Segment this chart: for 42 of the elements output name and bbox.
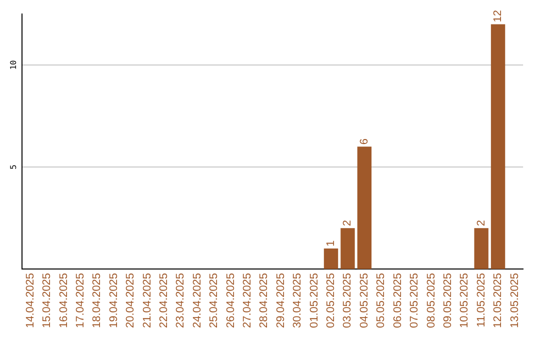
data-label: 6 xyxy=(358,138,370,145)
x-tick-label: 15.04.2025 xyxy=(41,272,54,328)
x-tick-label: 03.05.2025 xyxy=(342,272,354,328)
x-tick-label: 07.05.2025 xyxy=(408,272,421,328)
x-tick-label: 29.04.2025 xyxy=(274,272,287,328)
x-tick-label: 10.05.2025 xyxy=(458,272,471,328)
x-tick-label: 27.04.2025 xyxy=(242,272,254,328)
x-tick-label: 14.04.2025 xyxy=(24,272,36,328)
bar xyxy=(340,228,355,269)
data-label: 2 xyxy=(342,220,354,226)
data-label: 12 xyxy=(492,10,504,22)
x-tick-label: 11.05.2025 xyxy=(475,272,488,328)
x-tick-label: 22.04.2025 xyxy=(158,272,170,328)
x-tick-label: 01.05.2025 xyxy=(308,272,320,328)
bar xyxy=(324,248,338,269)
x-tick-label: 30.04.2025 xyxy=(292,272,304,328)
bar xyxy=(474,228,488,269)
x-tick-label: 20.04.2025 xyxy=(124,272,137,328)
x-tick-label: 23.04.2025 xyxy=(174,272,187,328)
x-tick-label: 13.05.2025 xyxy=(508,272,521,328)
x-tick-label: 18.04.2025 xyxy=(91,272,104,328)
x-tick-label: 06.05.2025 xyxy=(392,272,404,328)
x-tick-label: 19.04.2025 xyxy=(108,272,120,328)
x-tick-label: 25.04.2025 xyxy=(208,272,220,328)
x-tick-label: 28.04.2025 xyxy=(258,272,270,328)
data-label: 1 xyxy=(325,240,338,247)
x-tick-label: 26.04.2025 xyxy=(224,272,237,328)
x-tick-label: 05.05.2025 xyxy=(375,272,388,328)
x-tick-label: 24.04.2025 xyxy=(191,272,204,328)
y-tick-label: 5 xyxy=(9,164,18,170)
x-tick-label: 08.05.2025 xyxy=(425,272,438,328)
bar xyxy=(490,24,506,269)
y-tick-label: 10 xyxy=(9,60,18,70)
x-tick-label: 04.05.2025 xyxy=(358,272,370,328)
data-label: 2 xyxy=(475,220,488,226)
x-tick-label: 21.04.2025 xyxy=(141,272,154,328)
bar xyxy=(357,146,372,269)
x-tick-label: 12.05.2025 xyxy=(492,272,504,328)
x-tick-label: 02.05.2025 xyxy=(325,272,338,328)
x-tick-label: 17.04.2025 xyxy=(74,272,86,328)
x-tick-label: 09.05.2025 xyxy=(442,272,454,328)
x-tick-label: 16.04.2025 xyxy=(58,272,70,328)
